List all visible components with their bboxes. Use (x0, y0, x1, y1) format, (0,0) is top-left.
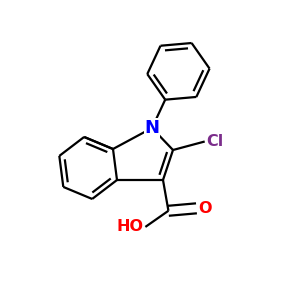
Text: Cl: Cl (207, 134, 224, 149)
Text: N: N (145, 119, 160, 137)
Text: HO: HO (116, 219, 143, 234)
Text: O: O (199, 201, 212, 216)
